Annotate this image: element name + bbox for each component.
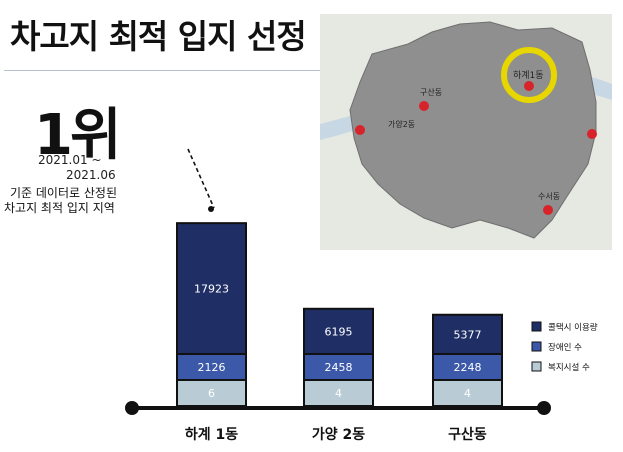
x-axis-labels: 하계 1동 가양 2동 구산동 xyxy=(185,426,487,443)
bar-value-label: 5377 xyxy=(454,328,482,341)
callout-line xyxy=(187,148,215,209)
bar-segment xyxy=(176,222,247,355)
x-axis-left-cap xyxy=(125,401,139,415)
seoul-district-area xyxy=(349,21,597,239)
map-marker xyxy=(524,81,534,91)
map-markers xyxy=(355,81,597,215)
bar-value-label: 6195 xyxy=(325,325,353,338)
rank-label: 1위 xyxy=(34,103,121,168)
map-label-gusan: 구산동 xyxy=(420,87,442,97)
bar-value-label: 4 xyxy=(335,387,342,400)
title-divider xyxy=(4,70,320,71)
map-marker xyxy=(419,101,429,111)
callout-dot xyxy=(208,206,214,212)
map-marker xyxy=(355,125,365,135)
bars-layer: 6 2126 17923 4 2458 6195 4 2248 5377 xyxy=(176,222,503,407)
bar-segment xyxy=(303,379,374,407)
bar-value-label: 2126 xyxy=(198,361,226,374)
period-start: 2021.01 ~ xyxy=(38,153,102,167)
map-label-gayang: 가양2동 xyxy=(388,120,415,129)
map-marker xyxy=(587,129,597,139)
legend-swatch xyxy=(531,361,542,372)
x-tick-label: 가양 2동 xyxy=(312,427,365,443)
note-line2: 차고지 최적 입지 지역 xyxy=(4,201,115,215)
legend-swatch xyxy=(531,341,542,352)
seoul-map: 하계1동 구산동 가양2동 수서동 xyxy=(320,14,612,250)
bar-value-label: 2458 xyxy=(325,361,353,374)
x-tick-label: 구산동 xyxy=(448,426,487,443)
bar-segment xyxy=(432,353,503,381)
page-title: 차고지 최적 입지 선정 xyxy=(10,17,307,56)
bar-segment xyxy=(303,307,374,355)
bar-segment xyxy=(432,313,503,355)
legend-label: 콜택시 이용량 xyxy=(548,322,598,333)
bar-value-label: 6 xyxy=(208,387,215,400)
x-axis-right-cap xyxy=(537,401,551,415)
map-label-hagye: 하계1동 xyxy=(513,69,544,81)
bar-value-label: 2248 xyxy=(454,361,482,374)
map-label-suseo: 수서동 xyxy=(538,192,560,201)
bar-value-label: 17923 xyxy=(194,283,229,296)
bar-segment xyxy=(176,379,247,407)
map-marker xyxy=(543,205,553,215)
legend-label: 복지시설 수 xyxy=(548,362,590,373)
x-tick-label: 하계 1동 xyxy=(185,426,238,443)
legend-label: 장애인 수 xyxy=(548,342,582,353)
legend-swatch xyxy=(531,321,542,332)
bar-segment xyxy=(176,353,247,381)
map-canvas: 하계1동 구산동 가양2동 수서동 xyxy=(320,14,612,250)
highlight-circle xyxy=(501,47,557,103)
bar-value-label: 4 xyxy=(464,387,471,400)
note-line1: 기준 데이터로 산정된 xyxy=(10,186,117,200)
period-end: 2021.06 xyxy=(66,168,116,182)
